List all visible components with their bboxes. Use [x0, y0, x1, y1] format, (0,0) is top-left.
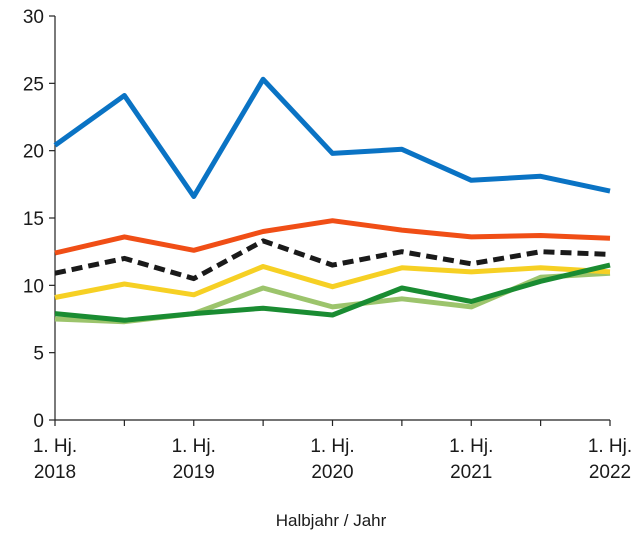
- y-tick-label: 0: [33, 411, 44, 432]
- series-line-0: [53, 76, 611, 199]
- x-tick-label: 1. Hj. 2019: [172, 436, 216, 483]
- x-tick-label: 1. Hj. 2021: [449, 436, 493, 483]
- y-tick-label: 25: [23, 74, 44, 95]
- x-tick-label: 1. Hj. 2022: [588, 436, 632, 483]
- tick-labels: 0 5 10 15 20 25 30 1. Hj. 2018 1. Hj. 2019 1. Hj. 20…: [23, 7, 632, 483]
- series-line-5: [54, 262, 611, 323]
- x-tick-label: 1. Hj. 2018: [33, 436, 77, 483]
- y-tick-label: 15: [23, 209, 44, 230]
- y-tick-label: 20: [23, 142, 44, 163]
- series-line-1: [54, 218, 611, 256]
- x-tick-label: 1. Hj. 2020: [310, 436, 354, 483]
- y-tick-label: 30: [23, 7, 44, 28]
- x-axis-title: Halbjahr / Jahr: [276, 511, 387, 530]
- y-tick-label: 10: [23, 276, 44, 297]
- series-lines: [53, 76, 611, 325]
- axes: [49, 15, 611, 426]
- y-tick-label: 5: [33, 344, 44, 365]
- series-line-3: [54, 264, 611, 300]
- series-line-2: [54, 238, 611, 282]
